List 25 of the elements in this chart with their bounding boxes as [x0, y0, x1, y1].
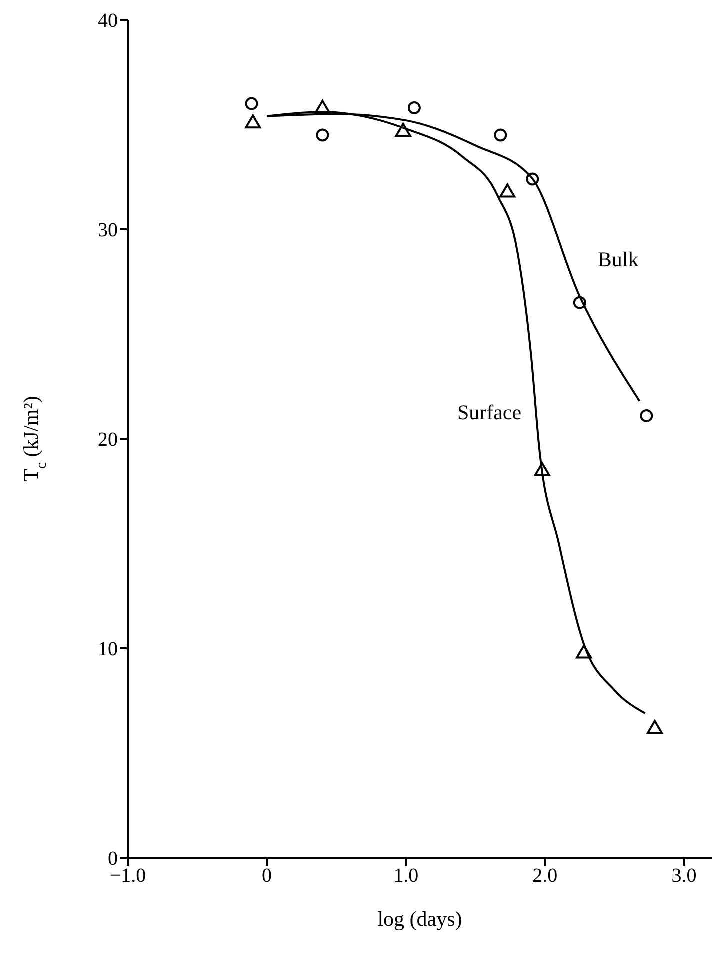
series-label: Bulk	[598, 248, 640, 272]
x-tick-label: 0	[262, 865, 272, 888]
point	[526, 172, 540, 186]
x-tick-label: 2.0	[532, 865, 558, 888]
point	[534, 462, 550, 476]
y-tick-label: 30	[98, 220, 118, 242]
point	[500, 184, 516, 198]
point	[245, 114, 262, 129]
y-tick-label: 10	[98, 638, 118, 661]
point	[314, 100, 331, 114]
point	[316, 128, 330, 142]
point	[494, 128, 508, 142]
point	[576, 644, 592, 659]
x-tick-label: 3.0	[672, 865, 697, 888]
x-tick-label: 1.0	[394, 865, 419, 888]
point	[245, 97, 258, 110]
point	[640, 409, 654, 422]
point	[646, 720, 663, 734]
point	[573, 296, 586, 310]
x-axis-title: log (days)	[378, 907, 462, 931]
series-label: Surface	[457, 400, 522, 424]
y-tick-label: 20	[98, 429, 118, 452]
point	[408, 101, 421, 114]
point	[395, 123, 412, 138]
y-tick-label: 40	[98, 10, 118, 32]
